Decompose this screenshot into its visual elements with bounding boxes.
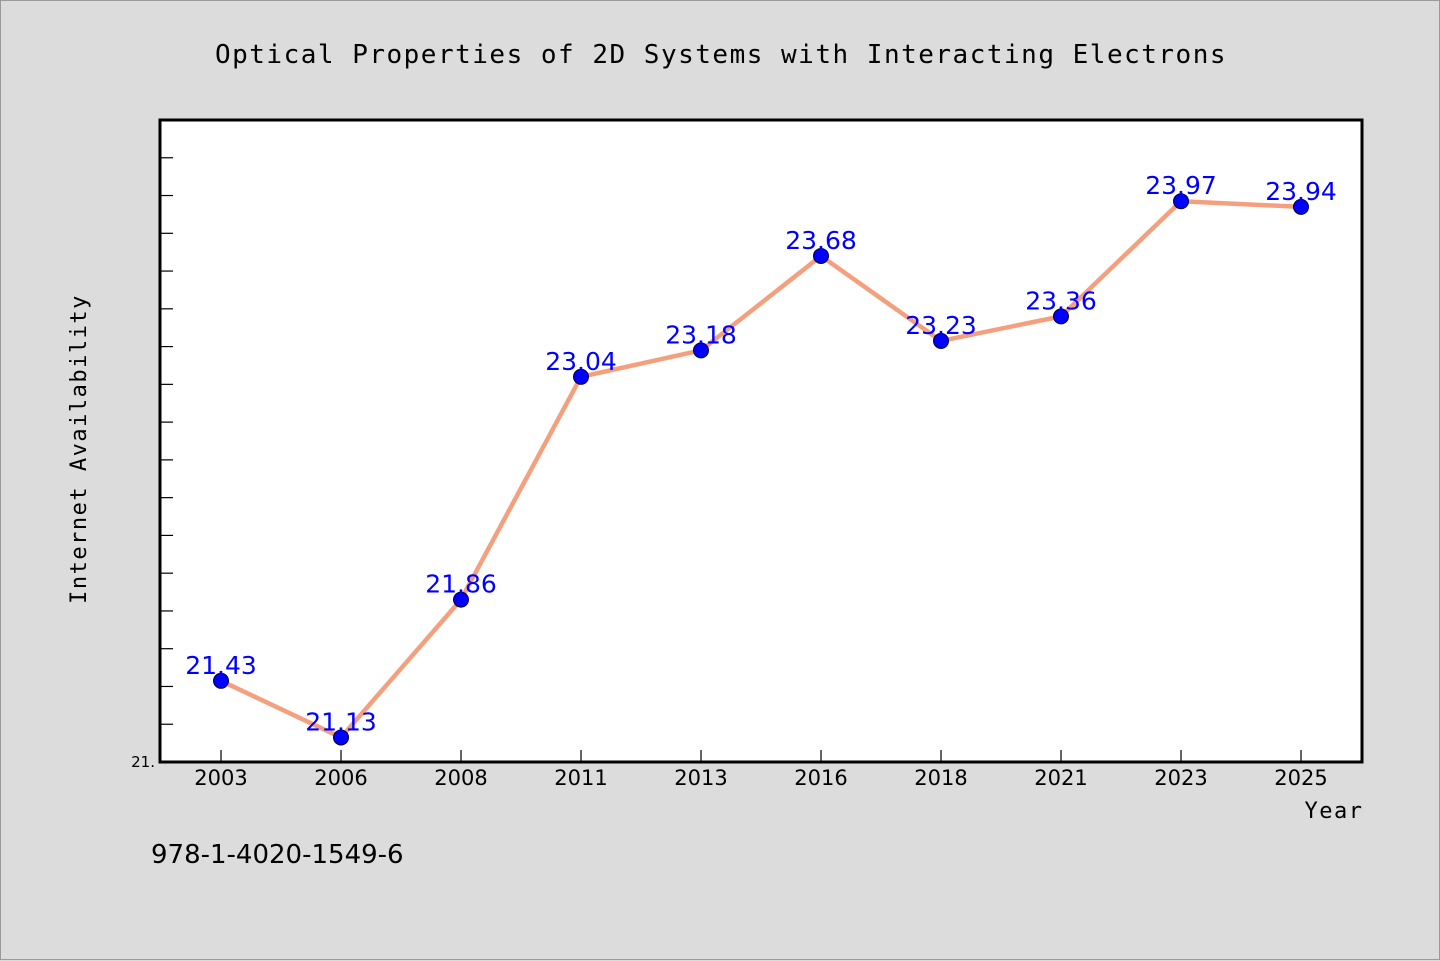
data-point-marker [333,729,349,746]
data-point-label: 23.94 [1265,177,1337,206]
y-axis-label: Internet Availability [67,294,92,604]
data-point-marker [933,332,949,349]
data-point-label: 21.13 [305,707,377,736]
x-tick-label: 2003 [194,766,247,790]
data-point-label: 23.23 [905,311,977,340]
x-tick-label: 2013 [674,766,727,790]
data-point-label: 23.04 [545,347,617,376]
data-point-label: 21.86 [425,570,497,599]
plot-area [158,118,1364,764]
data-point-marker [213,672,229,689]
y-axis-min-label: 21. [131,753,155,771]
series-line [218,198,1304,740]
data-point-marker [1053,308,1069,325]
data-point-label: 21.43 [185,651,257,680]
isbn-footer: 978-1-4020-1549-6 [151,840,404,870]
x-tick-label: 2025 [1274,766,1327,790]
x-tick-label: 2021 [1034,766,1087,790]
data-point-label: 23.18 [665,320,737,349]
x-axis-ticks: 2003 2006 2008 2011 2013 2016 2018 2021 2023 2025 [194,750,1328,790]
x-tick-label: 2023 [1154,766,1207,790]
data-point-marker [813,247,829,264]
x-tick-label: 2011 [554,766,607,790]
data-point-marker [573,368,589,385]
data-point-marker [1173,193,1189,210]
data-point-marker [693,342,709,359]
x-tick-label: 2008 [434,766,487,790]
x-axis-label: Year [1305,799,1364,824]
data-point-marker [453,591,469,608]
data-point-marker [1293,198,1309,215]
x-tick-label: 2006 [314,766,367,790]
data-point-label: 23.97 [1145,171,1217,200]
data-labels: 21.43 21.13 21.86 23.04 23.18 23.68 23.23 23.36… [185,171,1337,736]
chart-title: Optical Properties of 2D Systems with In… [215,40,1227,70]
data-markers [213,193,1309,746]
data-point-label: 23.36 [1025,286,1097,315]
data-point-label: 23.68 [785,226,857,255]
x-tick-label: 2016 [794,766,847,790]
y-axis-ticks [160,157,173,725]
x-tick-label: 2018 [914,766,967,790]
